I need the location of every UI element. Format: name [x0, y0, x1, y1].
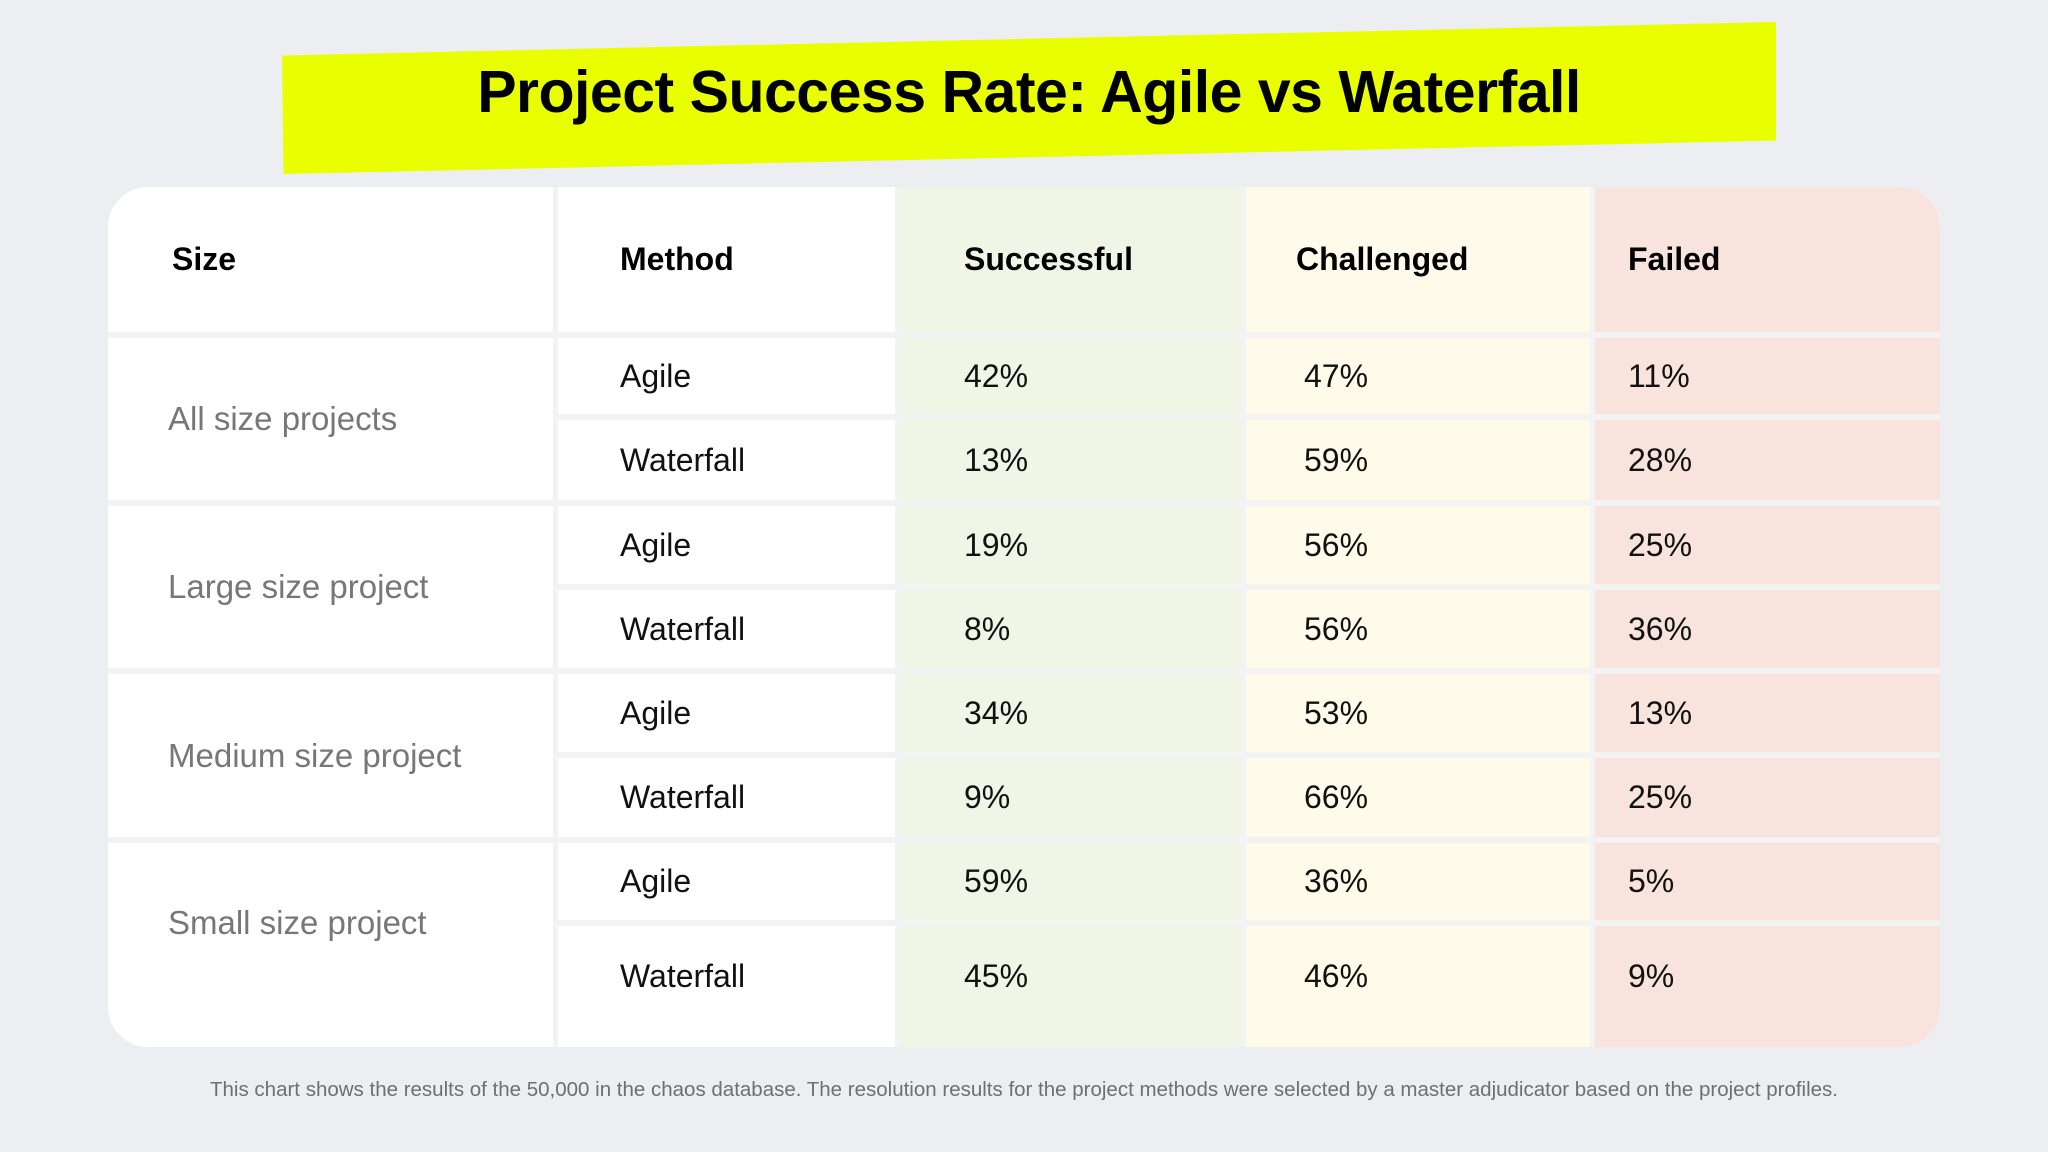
successful-cell: 59%	[964, 863, 1029, 899]
successful-cell: 45%	[964, 957, 1029, 994]
challenged-cell: 66%	[1304, 779, 1369, 815]
footnote: This chart shows the results of the 50,0…	[210, 1078, 1838, 1101]
method-cell: Agile	[620, 526, 692, 563]
header-method: Method	[620, 241, 734, 277]
challenged-cell: 47%	[1304, 357, 1369, 394]
failed-cell: 9%	[1628, 957, 1675, 994]
method-cell: Waterfall	[620, 957, 746, 994]
method-cell: Waterfall	[620, 779, 746, 815]
row-divider	[108, 837, 1940, 843]
challenged-column-bg	[1243, 187, 1592, 1047]
challenged-cell: 53%	[1304, 694, 1369, 731]
failed-cell: 25%	[1628, 526, 1693, 563]
header-successful: Successful	[964, 241, 1133, 277]
successful-cell: 42%	[964, 357, 1029, 394]
column-divider	[1241, 187, 1246, 1047]
row-divider	[555, 584, 1940, 590]
size-label: Small size project	[168, 904, 427, 941]
header-size: Size	[172, 241, 237, 277]
failed-cell: 28%	[1628, 441, 1693, 478]
header-failed: Failed	[1628, 241, 1721, 277]
row-divider	[555, 920, 1940, 926]
row-divider	[555, 414, 1940, 420]
failed-cell: 13%	[1628, 694, 1693, 731]
method-cell: Agile	[620, 357, 692, 394]
challenged-cell: 46%	[1304, 957, 1369, 994]
successful-cell: 19%	[964, 526, 1029, 563]
method-cell: Waterfall	[620, 441, 746, 478]
row-divider	[108, 500, 1940, 506]
successful-cell: 8%	[964, 610, 1011, 647]
size-label: Large size project	[168, 568, 429, 605]
method-cell: Agile	[620, 863, 692, 899]
column-divider	[895, 187, 900, 1047]
successful-cell: 34%	[964, 694, 1029, 731]
row-divider	[555, 752, 1940, 758]
failed-column-bg	[1592, 187, 1940, 1047]
failed-cell: 5%	[1628, 863, 1675, 899]
successful-cell: 9%	[964, 779, 1011, 815]
failed-cell: 25%	[1628, 779, 1693, 815]
row-divider	[108, 332, 1940, 338]
column-divider	[553, 187, 558, 1047]
challenged-cell: 56%	[1304, 526, 1369, 563]
failed-cell: 11%	[1628, 357, 1690, 394]
challenged-cell: 59%	[1304, 441, 1369, 478]
column-divider	[1590, 187, 1595, 1047]
challenged-cell: 36%	[1304, 863, 1369, 899]
challenged-cell: 56%	[1304, 610, 1369, 647]
size-label: All size projects	[168, 400, 398, 437]
failed-cell: 36%	[1628, 610, 1693, 647]
successful-cell: 13%	[964, 441, 1029, 478]
header-challenged: Challenged	[1296, 241, 1469, 277]
method-cell: Agile	[620, 694, 692, 731]
size-label: Medium size project	[168, 736, 462, 774]
method-cell: Waterfall	[620, 610, 746, 647]
results-table: Size Method Successful Challenged Failed…	[108, 187, 1940, 1047]
row-divider	[108, 668, 1940, 674]
page-title: Project Success Rate: Agile vs Waterfall	[477, 59, 1581, 125]
successful-column-bg	[897, 187, 1243, 1047]
